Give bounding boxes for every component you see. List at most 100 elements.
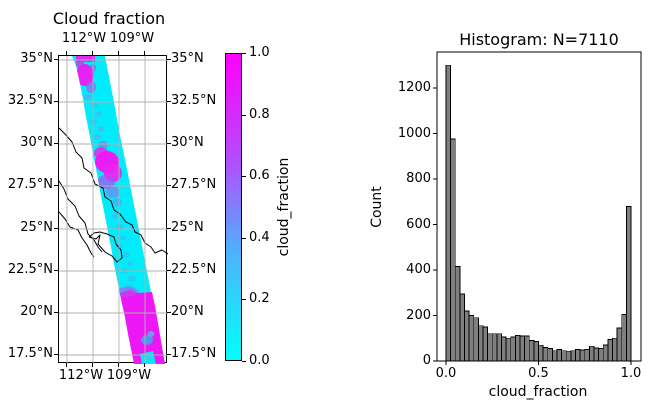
colorbar-tick-label: 1.0 bbox=[249, 45, 270, 60]
map-tick-right bbox=[167, 143, 171, 144]
histogram-bar bbox=[616, 327, 623, 362]
map-tick-right bbox=[167, 312, 171, 313]
histogram-bar bbox=[487, 333, 493, 362]
histogram-bar bbox=[575, 349, 581, 362]
map-lon-label-top-109w: 109°W bbox=[109, 31, 155, 46]
hist-ytick-label: 800 bbox=[406, 171, 431, 186]
colorbar-tick bbox=[242, 361, 246, 362]
map-tick-left bbox=[54, 59, 58, 60]
histogram-bar bbox=[496, 333, 502, 362]
map-lat-label-left: 35°N bbox=[20, 51, 53, 66]
histogram-bars bbox=[445, 64, 632, 362]
hist-ytick-label: 600 bbox=[406, 216, 431, 232]
histogram-bar bbox=[612, 337, 618, 362]
map-lat-label-right: 17.5°N bbox=[171, 346, 217, 361]
histogram-bar bbox=[459, 293, 465, 362]
map-lon-label-top-112w: 112°W bbox=[61, 31, 107, 46]
map-tick-right bbox=[167, 270, 171, 271]
histogram-bar bbox=[454, 266, 461, 362]
colorbar-tick-label: 0.2 bbox=[249, 291, 270, 307]
colorbar-tick bbox=[242, 114, 246, 116]
histogram-bar bbox=[542, 346, 549, 362]
map-tick-left bbox=[54, 312, 58, 313]
map-lat-label-left: 22.5°N bbox=[7, 262, 53, 277]
map-tick-left bbox=[54, 101, 58, 102]
map-plot-area bbox=[58, 55, 168, 364]
map-tick-left bbox=[54, 228, 58, 229]
map-lat-label-left: 25°N bbox=[20, 220, 53, 235]
colorbar bbox=[225, 53, 242, 361]
histogram-bar bbox=[510, 336, 516, 362]
map-lat-label-right: 22.5°N bbox=[171, 262, 217, 277]
colorbar-label: cloud_fraction bbox=[276, 157, 292, 257]
histogram-bar bbox=[570, 350, 576, 362]
colorbar-tick bbox=[242, 299, 246, 301]
map-canvas bbox=[59, 56, 168, 364]
map-lat-label-right: 27.5°N bbox=[171, 177, 217, 192]
histogram-bar bbox=[464, 310, 470, 362]
map-tick-right bbox=[167, 354, 171, 355]
map-tick-top bbox=[118, 51, 119, 55]
histogram-bar bbox=[450, 138, 456, 362]
histogram-bar bbox=[473, 317, 479, 362]
map-tick-right bbox=[167, 228, 171, 229]
hist-xtick-label: 0.5 bbox=[528, 366, 549, 381]
histogram-bar bbox=[556, 349, 563, 362]
map-lat-label-right: 35°N bbox=[171, 51, 204, 66]
hist-ytick-label: 0 bbox=[422, 353, 431, 368]
histogram-bar bbox=[602, 344, 609, 362]
map-gridlines bbox=[59, 56, 168, 364]
histogram-bar bbox=[598, 348, 604, 362]
histogram-bar bbox=[491, 333, 498, 362]
histogram-xlabel: cloud_fraction bbox=[488, 384, 588, 400]
map-lat-label-right: 30°N bbox=[171, 135, 204, 150]
histogram-bar bbox=[477, 325, 484, 362]
hist-xtick-label: 1.0 bbox=[620, 366, 642, 381]
map-tick-top bbox=[66, 51, 67, 55]
colorbar-tick-label: 0.0 bbox=[249, 353, 270, 368]
map-lat-label-left: 27.5°N bbox=[7, 177, 53, 192]
swath-layer bbox=[72, 56, 165, 364]
map-tick-right bbox=[167, 185, 171, 186]
hist-ytick-label: 1000 bbox=[397, 125, 431, 141]
histogram-plot-area bbox=[433, 51, 642, 365]
map-lon-label-bottom-109w: 109°W bbox=[106, 368, 152, 383]
map-tick-top bbox=[144, 51, 145, 55]
hist-ytick-label: 400 bbox=[406, 262, 431, 277]
map-tick-bottom bbox=[92, 363, 93, 367]
histogram-bar bbox=[579, 349, 586, 362]
histogram-bar bbox=[551, 350, 558, 362]
histogram-bar bbox=[482, 326, 489, 362]
histogram-bar bbox=[445, 64, 452, 362]
histogram-bar bbox=[593, 347, 600, 362]
map-tick-left bbox=[54, 354, 58, 355]
map-tick-right bbox=[167, 101, 171, 102]
colorbar-tick bbox=[242, 237, 246, 239]
map-tick-left bbox=[54, 143, 58, 144]
histogram-bar bbox=[607, 338, 613, 362]
colorbar-tick-label: 0.4 bbox=[249, 229, 270, 245]
colorbar-tick-label: 0.6 bbox=[249, 168, 270, 184]
histogram-bar bbox=[588, 345, 595, 362]
map-lat-label-left: 30°N bbox=[20, 135, 53, 150]
coastline-layer bbox=[59, 127, 168, 263]
histogram-bar bbox=[538, 344, 544, 362]
map-lat-label-left: 32.5°N bbox=[7, 93, 53, 108]
hist-ytick-label: 200 bbox=[406, 307, 431, 323]
histogram-bar bbox=[625, 205, 632, 362]
map-lat-label-right: 20°N bbox=[171, 304, 204, 319]
histogram-bar bbox=[533, 341, 539, 362]
map-tick-left bbox=[54, 270, 58, 271]
map-tick-top bbox=[92, 51, 93, 55]
map-lat-label-left: 17.5°N bbox=[7, 346, 53, 361]
histogram-bar bbox=[584, 349, 590, 362]
histogram-bar bbox=[621, 313, 627, 362]
map-lat-label-left: 20°N bbox=[20, 304, 53, 319]
colorbar-tick bbox=[242, 176, 246, 178]
histogram-bar bbox=[514, 335, 521, 362]
histogram-bar bbox=[468, 315, 475, 362]
map-lat-label-right: 32.5°N bbox=[171, 93, 217, 108]
map-title: Cloud fraction bbox=[52, 9, 166, 28]
histogram-bar bbox=[501, 336, 507, 362]
